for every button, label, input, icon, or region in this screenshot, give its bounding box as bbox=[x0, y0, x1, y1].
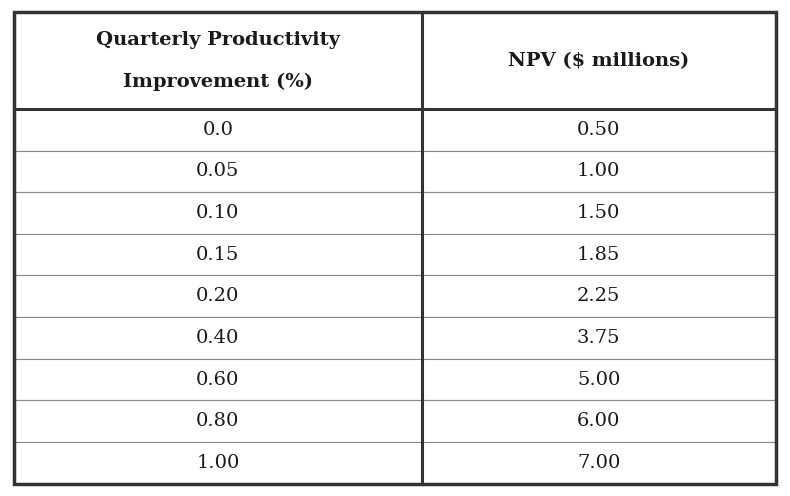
Bar bbox=[422, 234, 776, 275]
Text: 1.85: 1.85 bbox=[577, 246, 620, 264]
Bar bbox=[422, 400, 776, 442]
Bar bbox=[14, 109, 422, 151]
Text: 2.25: 2.25 bbox=[577, 287, 620, 306]
Bar bbox=[14, 192, 422, 234]
Bar bbox=[422, 359, 776, 400]
Text: 7.00: 7.00 bbox=[577, 454, 620, 472]
Bar bbox=[422, 12, 776, 109]
Text: 3.75: 3.75 bbox=[577, 329, 620, 347]
Text: NPV ($ millions): NPV ($ millions) bbox=[508, 52, 690, 70]
Bar bbox=[422, 109, 776, 151]
Bar bbox=[422, 442, 776, 484]
Bar bbox=[14, 12, 422, 109]
Text: 0.05: 0.05 bbox=[196, 162, 239, 181]
Text: 0.60: 0.60 bbox=[196, 371, 239, 388]
Text: 0.40: 0.40 bbox=[196, 329, 239, 347]
Text: 1.50: 1.50 bbox=[577, 204, 620, 222]
Bar bbox=[422, 192, 776, 234]
Bar bbox=[14, 359, 422, 400]
Text: 1.00: 1.00 bbox=[196, 454, 239, 472]
Text: 1.00: 1.00 bbox=[577, 162, 620, 181]
Text: 0.80: 0.80 bbox=[196, 412, 239, 430]
Bar bbox=[14, 275, 422, 317]
Text: Quarterly Productivity

Improvement (%): Quarterly Productivity Improvement (%) bbox=[96, 31, 340, 91]
Text: 0.10: 0.10 bbox=[196, 204, 239, 222]
Text: 0.0: 0.0 bbox=[202, 121, 233, 139]
Text: 0.15: 0.15 bbox=[196, 246, 239, 264]
Bar bbox=[14, 317, 422, 359]
Text: 0.20: 0.20 bbox=[196, 287, 239, 306]
Text: 5.00: 5.00 bbox=[577, 371, 620, 388]
Bar bbox=[14, 234, 422, 275]
Bar bbox=[422, 275, 776, 317]
Text: 0.50: 0.50 bbox=[577, 121, 620, 139]
Bar bbox=[14, 400, 422, 442]
Bar bbox=[422, 151, 776, 192]
Text: 6.00: 6.00 bbox=[577, 412, 620, 430]
Bar bbox=[14, 151, 422, 192]
Bar bbox=[14, 442, 422, 484]
Bar bbox=[422, 317, 776, 359]
